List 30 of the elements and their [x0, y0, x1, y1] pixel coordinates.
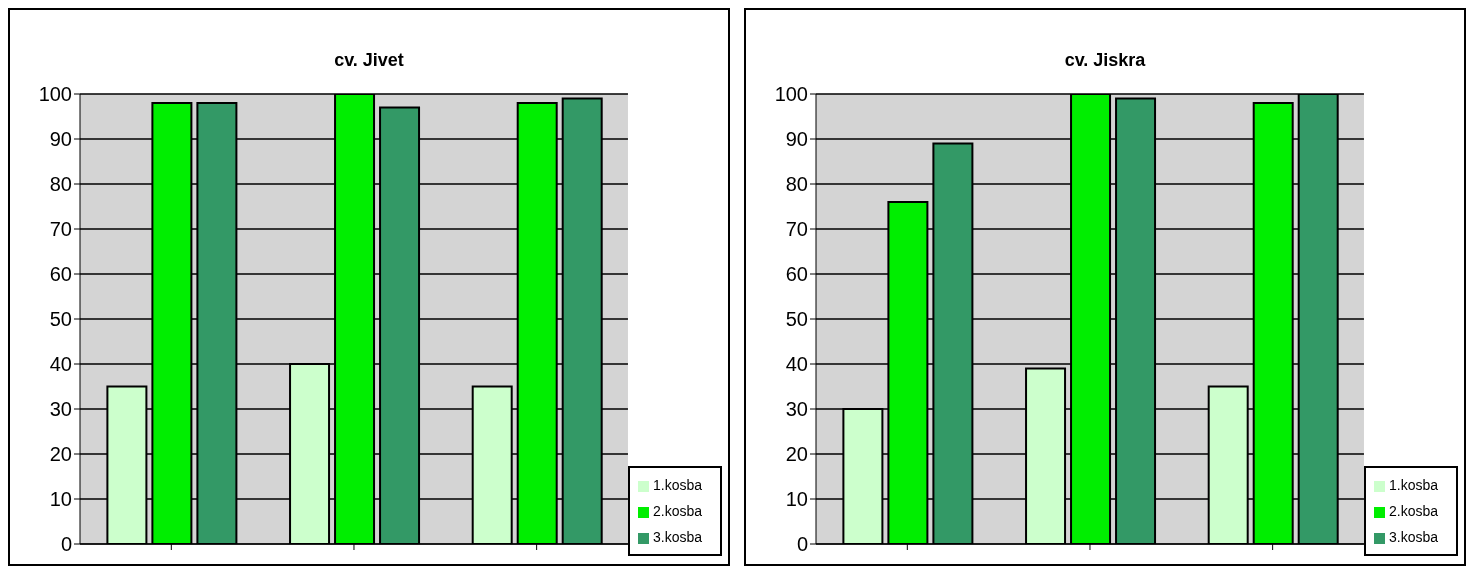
y-tick-label: 10 [785, 488, 808, 511]
chart-title: cv. Jiskra [1063, 50, 1147, 72]
chart-title: cv. Jivet [333, 50, 405, 72]
legend-label: 3.kosba [1388, 529, 1438, 545]
y-tick-label: 90 [49, 128, 72, 151]
y-tick-label: 0 [796, 533, 808, 556]
y-tick-label: 100 [774, 83, 808, 106]
legend-label: 2.kosba [1388, 503, 1438, 519]
y-tick-label: 40 [785, 353, 808, 376]
y-tick-label: 90 [785, 128, 808, 151]
legend-label: 2.kosba [652, 503, 702, 519]
y-tick-label: 80 [49, 173, 72, 196]
y-tick-label: 50 [785, 308, 808, 331]
legend-label: 1.kosba [1388, 477, 1438, 493]
legend-label: 1.kosba [652, 477, 702, 493]
y-tick-label: 70 [785, 218, 808, 241]
y-tick-label: 80 [785, 173, 808, 196]
y-tick-label: 30 [785, 398, 808, 421]
y-tick-label: 20 [785, 443, 808, 466]
y-tick-label: 10 [49, 488, 72, 511]
y-tick-label: 60 [49, 263, 72, 286]
y-tick-label: 0 [60, 533, 72, 556]
y-tick-label: 100 [38, 83, 72, 106]
y-tick-label: 70 [49, 218, 72, 241]
y-tick-label: 20 [49, 443, 72, 466]
legend-label: 3.kosba [652, 529, 702, 545]
y-tick-label: 50 [49, 308, 72, 331]
y-tick-label: 60 [785, 263, 808, 286]
y-tick-label: 30 [49, 398, 72, 421]
y-tick-label: 40 [49, 353, 72, 376]
